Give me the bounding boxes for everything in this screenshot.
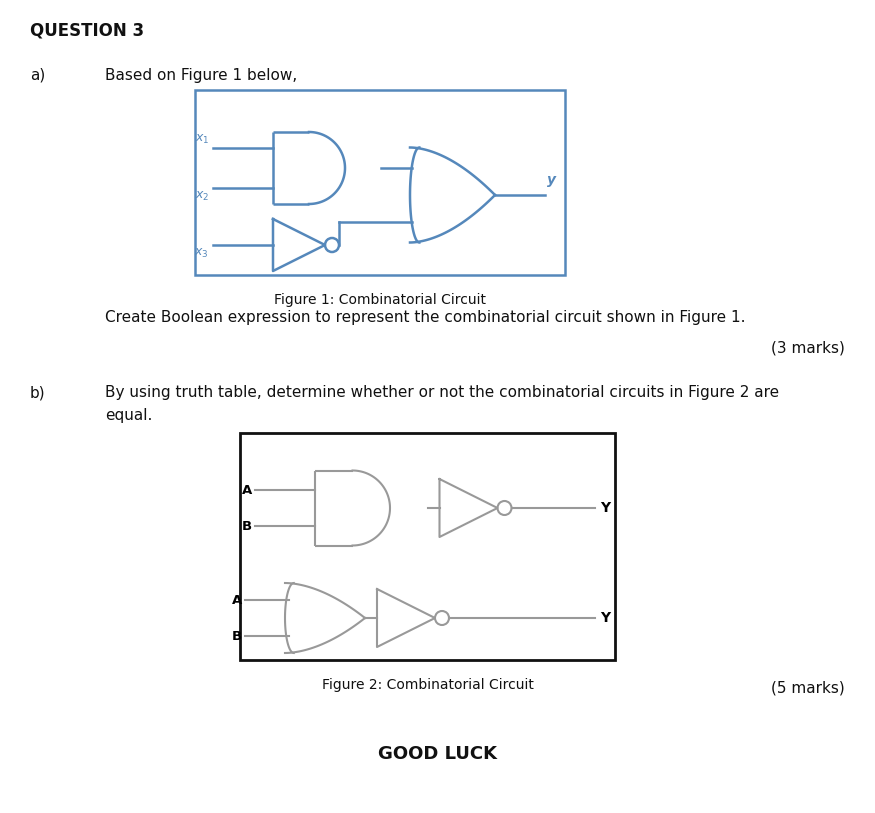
Text: b): b) (30, 385, 46, 400)
Text: $x_3$: $x_3$ (194, 247, 209, 260)
Text: y: y (547, 173, 556, 187)
Text: (5 marks): (5 marks) (771, 680, 845, 695)
Text: Figure 1: Combinatorial Circuit: Figure 1: Combinatorial Circuit (274, 293, 486, 307)
Text: Y: Y (600, 611, 610, 625)
Text: Create Boolean expression to represent the combinatorial circuit shown in Figure: Create Boolean expression to represent t… (105, 310, 746, 325)
Text: a): a) (30, 68, 46, 83)
Text: A: A (232, 593, 242, 606)
Text: $x_2$: $x_2$ (194, 190, 209, 203)
Text: (3 marks): (3 marks) (771, 340, 845, 355)
Text: QUESTION 3: QUESTION 3 (30, 22, 144, 40)
Bar (240, 433, 615, 660)
Text: By using truth table, determine whether or not the combinatorial circuits in Fig: By using truth table, determine whether … (105, 385, 779, 400)
Text: A: A (242, 484, 252, 497)
Bar (195, 90, 565, 275)
Text: $x_1$: $x_1$ (194, 133, 209, 146)
Text: B: B (232, 629, 242, 642)
Text: equal.: equal. (105, 408, 152, 423)
Text: Y: Y (600, 501, 610, 515)
Text: B: B (242, 520, 252, 533)
Text: GOOD LUCK: GOOD LUCK (377, 745, 496, 763)
Text: Based on Figure 1 below,: Based on Figure 1 below, (105, 68, 298, 83)
Text: Figure 2: Combinatorial Circuit: Figure 2: Combinatorial Circuit (322, 678, 534, 692)
